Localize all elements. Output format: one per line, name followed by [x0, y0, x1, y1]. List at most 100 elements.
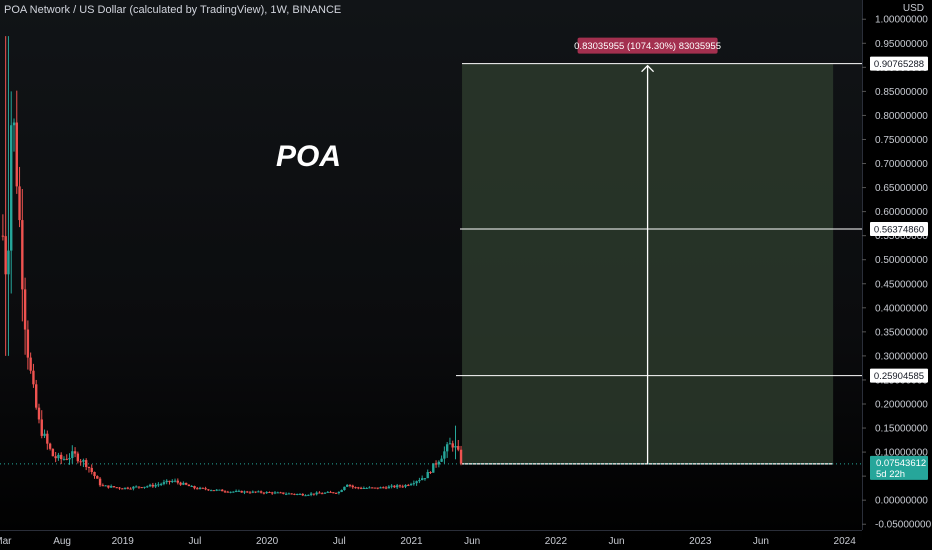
candle-body — [415, 481, 418, 484]
candle-body — [329, 491, 332, 493]
measure-arrowhead — [641, 64, 655, 73]
x-tick-label: 2020 — [256, 536, 279, 547]
candle-body — [118, 487, 121, 489]
candle-body — [268, 492, 271, 494]
candle-body — [176, 480, 180, 483]
y-tick-label: 0.60000000 — [875, 207, 928, 218]
y-tick-label: -0.05000000 — [875, 520, 932, 531]
y-tick-label: 0.50000000 — [875, 255, 928, 266]
candle-body — [196, 488, 199, 490]
candle-body — [96, 476, 99, 479]
level-price-label: 0.56374860 — [874, 225, 924, 236]
candle-body — [332, 492, 335, 494]
candle-body — [93, 471, 96, 477]
y-tick-label: 0.85000000 — [875, 87, 928, 98]
candle-body — [198, 487, 202, 489]
candle-body — [59, 454, 63, 460]
candle-body — [293, 493, 296, 495]
candle-body — [84, 460, 88, 468]
candle-body — [379, 487, 382, 489]
candle-body — [312, 493, 316, 495]
candle-body — [315, 492, 318, 495]
measure-label-box — [577, 37, 718, 54]
candle-body — [109, 486, 113, 488]
candle-body — [370, 487, 374, 489]
candle-body — [243, 491, 246, 493]
x-tick-label: 2023 — [689, 536, 712, 547]
x-tick-label: 2022 — [545, 536, 568, 547]
candle-body — [382, 487, 385, 489]
candle-body — [21, 220, 24, 290]
candle-body — [65, 458, 68, 460]
candle-body — [148, 484, 152, 487]
candle-body — [151, 484, 155, 487]
candle-body — [115, 487, 118, 489]
candle-body — [35, 384, 38, 408]
candle-body — [129, 488, 132, 490]
x-tick-label: 2021 — [400, 536, 423, 547]
candle-body — [132, 486, 135, 489]
candle-body — [437, 461, 441, 465]
candle-body — [387, 486, 391, 489]
candle-body — [298, 493, 302, 495]
candle-body — [146, 486, 149, 488]
candle-body — [426, 472, 429, 479]
candle-body — [365, 487, 368, 489]
candle-body — [257, 491, 260, 493]
candle-body — [407, 484, 410, 486]
candle-body — [334, 492, 338, 494]
candle-body — [307, 494, 310, 496]
candle-body — [126, 487, 130, 489]
candle-body — [46, 433, 49, 444]
candle-body — [48, 443, 52, 449]
candle-body — [165, 480, 168, 483]
candle-body — [62, 458, 66, 460]
candle-body — [187, 484, 191, 487]
candle-body — [40, 419, 43, 436]
x-tick-label: Jun — [753, 536, 769, 547]
y-tick-label: 0.10000000 — [875, 448, 928, 459]
candle-body — [43, 433, 46, 436]
candle-body — [432, 463, 435, 473]
y-tick-label: 0.45000000 — [875, 279, 928, 290]
candle-body — [340, 490, 343, 492]
candle-body — [287, 493, 291, 495]
candle-body — [309, 493, 313, 495]
candle-body — [73, 451, 77, 454]
candle-body — [345, 484, 349, 487]
candle-body — [204, 488, 207, 490]
candle-body — [409, 484, 413, 486]
candle-body — [443, 451, 446, 459]
y-tick-label: 0.20000000 — [875, 399, 928, 410]
x-tick-label: Jul — [189, 536, 202, 547]
candle-body — [23, 289, 27, 330]
candle-body — [201, 487, 205, 489]
candle-body — [445, 444, 449, 452]
candle-body — [218, 489, 221, 491]
candle-body — [440, 458, 443, 462]
candle-body — [29, 357, 32, 371]
candle-body — [254, 491, 257, 493]
y-tick-label: 0.70000000 — [875, 159, 928, 170]
candle-body — [304, 495, 307, 497]
candle-body — [121, 488, 124, 490]
candle-body — [357, 487, 360, 489]
candle-body — [337, 491, 341, 494]
current-price-box — [870, 455, 928, 480]
level-price-label: 0.25904585 — [874, 371, 924, 382]
candle-body — [54, 456, 57, 459]
candle-body — [401, 486, 404, 488]
candle-body — [246, 491, 249, 493]
candle-body — [57, 454, 60, 459]
level-price-label: 0.90765288 — [874, 59, 924, 70]
candle-body — [240, 490, 243, 493]
chart-title: POA Network / US Dollar (calculated by T… — [4, 4, 342, 16]
candle-body — [10, 125, 13, 251]
candle-body — [251, 491, 254, 493]
candle-body — [232, 491, 235, 493]
candle-body — [193, 486, 196, 489]
candle-body — [112, 486, 116, 488]
candle-body — [248, 492, 252, 494]
candle-body — [82, 460, 85, 462]
